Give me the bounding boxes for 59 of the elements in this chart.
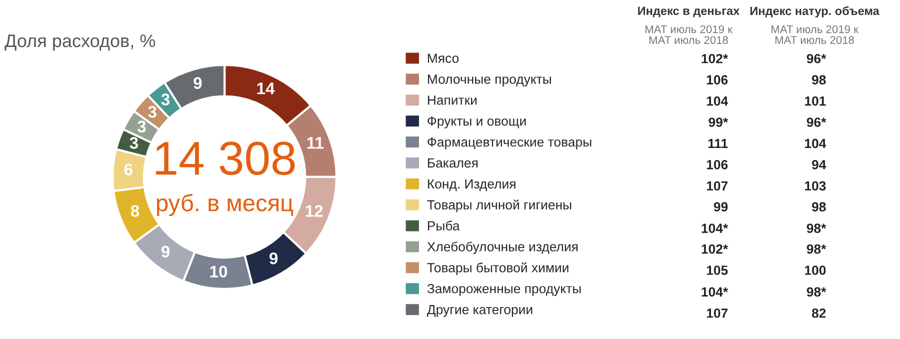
data-label: 14 bbox=[257, 82, 275, 94]
legend-label: Замороженные продукты bbox=[427, 284, 581, 296]
legend-label: Хлебобулочные изделия bbox=[427, 242, 578, 254]
legend-label: Фрукты и овощи bbox=[428, 116, 526, 128]
legend-label: Конд. Изделия bbox=[428, 179, 516, 192]
data-label: 11 bbox=[307, 137, 324, 149]
text: 96* bbox=[806, 54, 826, 64]
data-label: 9 bbox=[161, 246, 170, 258]
chart-title: Доля расходов, % bbox=[4, 34, 156, 51]
data-label: 3 bbox=[148, 106, 156, 118]
text: 98 bbox=[812, 75, 826, 85]
text: 100 bbox=[805, 266, 826, 275]
text: 98 bbox=[812, 202, 826, 212]
text: 102* bbox=[702, 244, 728, 254]
text: 107 bbox=[706, 308, 728, 318]
text: 106 bbox=[706, 160, 728, 170]
text: 98* bbox=[806, 287, 826, 297]
legend-label: Молочные продукты bbox=[428, 74, 551, 86]
data-label: 8 bbox=[130, 205, 140, 217]
text: 106 bbox=[706, 75, 728, 85]
text: 103 bbox=[805, 181, 826, 191]
text: 105 bbox=[706, 266, 728, 275]
data-label: 9 bbox=[270, 252, 278, 264]
text: 14 308 bbox=[156, 142, 295, 176]
text: 104 bbox=[706, 96, 728, 106]
text: MAT июль 2019 к MAT июль 2018 bbox=[645, 25, 732, 44]
legend-label: Мясо bbox=[428, 54, 459, 63]
text: 82 bbox=[812, 308, 826, 318]
text: 99 bbox=[714, 202, 728, 212]
data-label: 9 bbox=[194, 77, 202, 89]
data-label: 3 bbox=[137, 120, 146, 132]
data-label: 3 bbox=[161, 94, 170, 106]
text: 94 bbox=[812, 160, 826, 170]
text: 101 bbox=[805, 96, 826, 106]
text: руб. в месяц bbox=[156, 194, 294, 216]
legend-label: Рыба bbox=[428, 220, 460, 230]
data-label: 10 bbox=[210, 266, 228, 278]
legend-label: Фармацевтические товары bbox=[428, 137, 592, 150]
text: 107 bbox=[706, 181, 728, 191]
legend-label: Другие категории bbox=[426, 305, 532, 317]
data-label: 3 bbox=[130, 137, 138, 149]
text: MAT июль 2019 к MAT июль 2018 bbox=[771, 25, 858, 44]
text: 98* bbox=[806, 244, 826, 254]
text: 104* bbox=[702, 224, 728, 233]
text: 111 bbox=[708, 138, 728, 148]
text: 96* bbox=[806, 118, 826, 127]
text: 102* bbox=[702, 54, 728, 64]
text: Индекс в деньгах bbox=[638, 6, 740, 18]
legend-label: Товары личной гигиены bbox=[427, 200, 572, 212]
legend-label: Бакалея bbox=[428, 158, 478, 168]
text: 98* bbox=[806, 224, 826, 233]
data-label: 12 bbox=[306, 205, 323, 217]
text: 104 bbox=[805, 138, 826, 148]
text: 104* bbox=[702, 287, 728, 297]
text: Индекс натур. объема bbox=[750, 6, 880, 18]
data-label: 6 bbox=[124, 164, 132, 176]
text: 99* bbox=[708, 118, 728, 127]
legend-label: Напитки bbox=[428, 96, 477, 105]
legend-label: Товары бытовой химии bbox=[427, 262, 568, 275]
